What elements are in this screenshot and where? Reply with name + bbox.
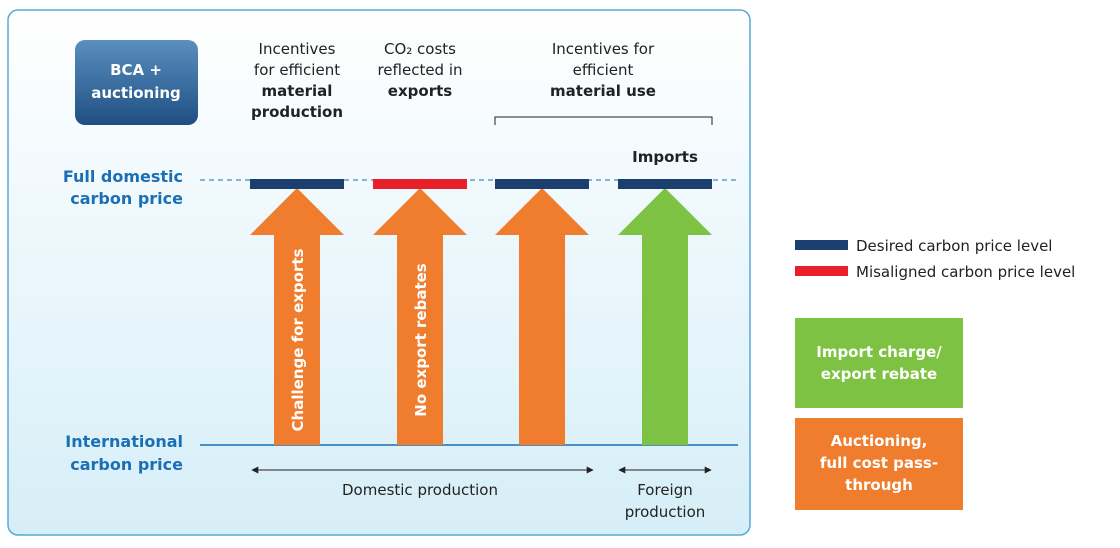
column-header: Incentives <box>259 40 336 58</box>
bracket <box>494 116 713 125</box>
arrow <box>250 188 344 445</box>
column-header: efficient <box>573 61 634 79</box>
badge <box>75 40 198 125</box>
imports-label: Imports <box>632 148 698 166</box>
price-bar <box>250 179 344 189</box>
column-header: for efficient <box>254 61 340 79</box>
column-header: material <box>262 82 333 100</box>
legend-swatch <box>795 266 848 276</box>
domestic-label: Domestic production <box>342 481 498 499</box>
legend-box-text: Import charge/ <box>816 343 942 361</box>
column-header: Incentives for <box>552 40 655 58</box>
arrow-label: No export rebates <box>412 263 430 417</box>
arrow <box>618 188 712 445</box>
price-bar <box>618 179 712 189</box>
column-header: reflected in <box>377 61 462 79</box>
level-label: Full domestic <box>63 167 183 186</box>
column-header: CO₂ costs <box>384 40 456 58</box>
level-label: carbon price <box>70 455 183 474</box>
arrow-label: Challenge for exports <box>289 248 307 431</box>
badge-text: auctioning <box>91 84 181 102</box>
arrow <box>495 188 589 445</box>
foreign-label: production <box>625 503 706 521</box>
legend-box <box>795 318 963 408</box>
price-bar <box>495 179 589 189</box>
column-header: material use <box>550 82 656 100</box>
price-bar <box>373 179 467 189</box>
badge-text: BCA + <box>110 61 162 79</box>
legend-box-text: full cost pass- <box>820 454 938 472</box>
legend-box-text: through <box>845 476 913 494</box>
legend-box-text: Auctioning, <box>831 432 928 450</box>
legend-text: Desired carbon price level <box>856 237 1052 255</box>
foreign-label: Foreign <box>637 481 693 499</box>
column-header: exports <box>388 82 452 100</box>
legend-swatch <box>795 240 848 250</box>
arrow <box>373 188 467 445</box>
level-label: carbon price <box>70 189 183 208</box>
column-header: production <box>251 103 343 121</box>
legend-box-text: export rebate <box>821 365 937 383</box>
legend-text: Misaligned carbon price level <box>856 263 1075 281</box>
legend-box <box>795 418 963 510</box>
level-label: International <box>65 432 183 451</box>
